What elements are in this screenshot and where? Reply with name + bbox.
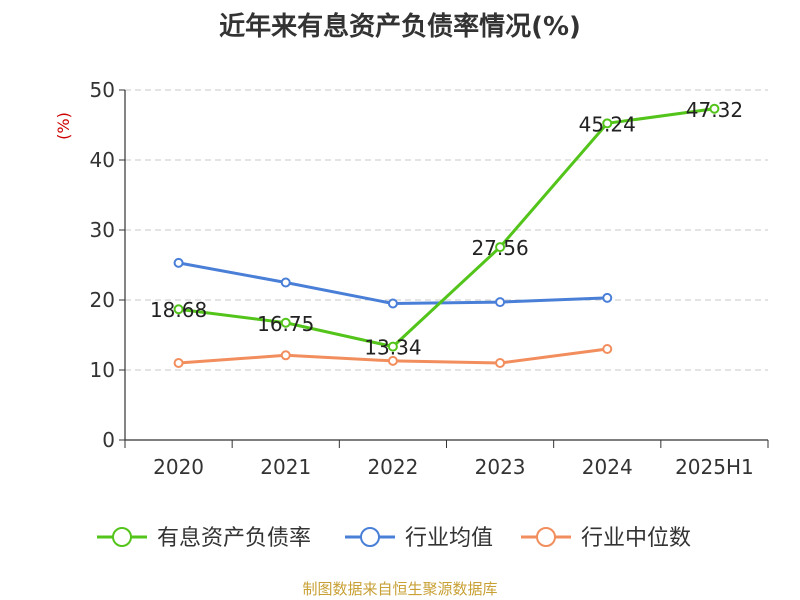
x-tick-label: 2023	[475, 455, 526, 479]
data-point	[602, 118, 613, 129]
data-point	[602, 292, 613, 303]
y-tick-label: 40	[90, 148, 115, 172]
data-point	[387, 298, 398, 309]
data-point	[173, 358, 184, 368]
y-tick-label: 0	[102, 428, 115, 452]
x-tick-label: 2021	[260, 455, 311, 479]
data-point	[495, 297, 506, 308]
x-tick-label: 2024	[582, 455, 633, 479]
data-source-note: 制图数据来自恒生聚源数据库	[302, 580, 498, 598]
data-point	[387, 355, 398, 366]
y-tick-label: 10	[90, 358, 115, 382]
legend-marker-icon	[360, 527, 380, 547]
series-line	[178, 261, 608, 305]
legend-marker-icon	[112, 527, 132, 547]
x-tick-label: 2020	[153, 455, 204, 479]
data-point	[280, 277, 291, 288]
data-point	[602, 344, 613, 354]
series-line	[178, 107, 715, 349]
data-point	[280, 317, 291, 328]
y-tick-label: 30	[90, 218, 115, 242]
y-tick-label: 50	[90, 78, 115, 102]
data-point	[173, 304, 184, 315]
data-point	[387, 341, 398, 352]
data-label: 18.68	[150, 298, 207, 322]
data-point	[280, 350, 291, 361]
data-label: 47.32	[686, 98, 743, 122]
data-point	[495, 242, 506, 253]
data-label: 27.56	[471, 236, 528, 260]
legend-label: 行业均值	[405, 526, 493, 551]
data-point	[173, 257, 184, 268]
data-point	[495, 358, 506, 368]
y-axis-label: (%)	[54, 112, 73, 140]
x-tick-label: 2025H1	[675, 455, 754, 479]
legend-label: 有息资产负债率	[157, 526, 311, 551]
data-label: 13.34	[364, 336, 421, 360]
chart-title: 近年来有息资产负债率情况(%)	[219, 12, 581, 42]
legend-label: 行业中位数	[581, 526, 691, 551]
legend-marker-icon	[536, 527, 556, 547]
y-tick-label: 20	[90, 288, 115, 312]
data-label: 16.75	[257, 312, 314, 336]
data-point	[709, 103, 720, 114]
data-label: 45.24	[579, 112, 636, 136]
x-tick-label: 2022	[367, 455, 418, 479]
